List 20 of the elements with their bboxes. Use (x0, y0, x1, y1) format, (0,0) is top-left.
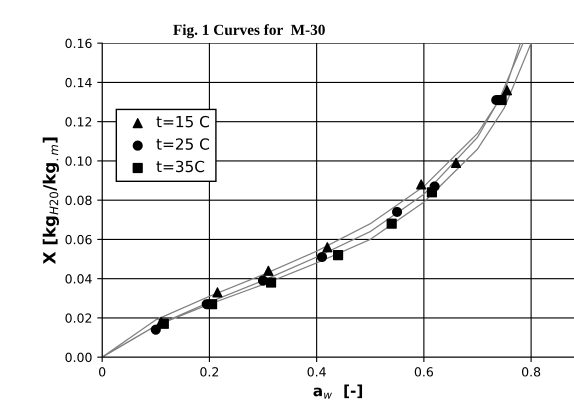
y-tick-label: 0.10 (65, 156, 92, 166)
y-tick-label: 0.12 (65, 117, 92, 127)
x-tick-label: 0.6 (414, 367, 434, 377)
x-tick-label: 0 (99, 367, 106, 377)
y-tick-label: 0.00 (65, 352, 92, 362)
legend-label: t=15 C (156, 116, 209, 128)
x-tick-label: 0.4 (308, 367, 326, 377)
y-axis-title: X [kg$_{H20}$/kg$_{.m}$] (42, 138, 59, 264)
y-tick-label: 0.04 (65, 274, 92, 284)
x-tick-label: 0.8 (522, 367, 540, 377)
legend-label: t=35C (156, 160, 204, 172)
y-tick-label: 0.06 (65, 234, 92, 244)
legend-label: t=25 C (156, 138, 209, 150)
y-tick-label: 0.08 (65, 196, 92, 206)
x-axis-title: a$_{w}$ [-] (313, 384, 362, 399)
y-tick-label: 0.14 (65, 78, 92, 88)
chart-title: Fig. 1 Curves for M-30 (173, 24, 325, 38)
y-tick-label: 0.16 (65, 38, 92, 48)
y-tick-label: 0.02 (65, 313, 92, 323)
x-tick-label: 0.2 (200, 367, 218, 377)
